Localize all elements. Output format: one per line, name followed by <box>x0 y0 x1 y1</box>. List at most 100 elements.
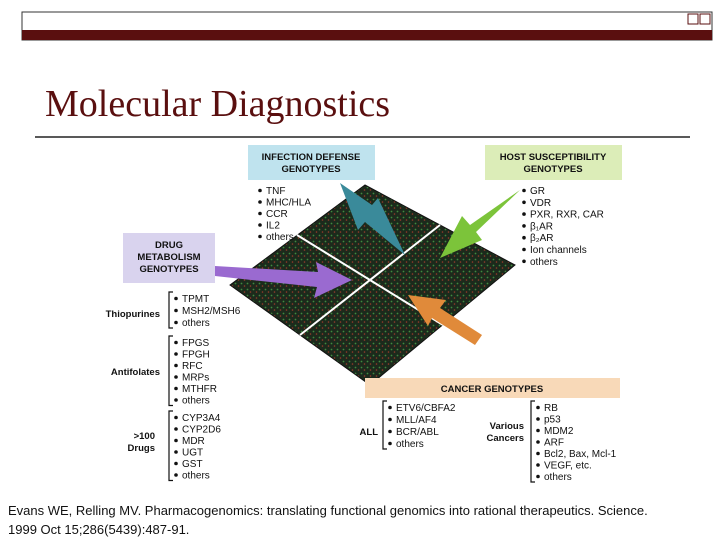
arrow <box>340 183 405 255</box>
list-item: ETV6/CBFA2 <box>396 403 456 414</box>
bullet <box>522 259 526 264</box>
bullet <box>536 417 540 421</box>
list-item: Bcl2, Bax, Mcl-1 <box>544 449 617 460</box>
square <box>699 13 711 25</box>
bullet <box>388 405 392 410</box>
square <box>687 13 699 25</box>
list-item: MDR <box>182 436 205 447</box>
bullet <box>522 212 526 216</box>
bullet <box>174 438 178 443</box>
title: Molecular Diagnostics <box>45 83 390 125</box>
list-item: GR <box>530 186 545 197</box>
bullet <box>174 320 178 325</box>
list-item: others <box>266 232 294 243</box>
list-item: VDR <box>530 198 551 209</box>
bullet <box>174 450 178 454</box>
bullet <box>536 474 540 479</box>
bullet <box>536 405 540 410</box>
bullet <box>388 417 392 422</box>
list-item: ARF <box>544 438 564 449</box>
bullet <box>536 440 540 444</box>
bullet <box>258 188 262 193</box>
box <box>485 145 622 180</box>
bullet <box>174 473 178 477</box>
list-item: MTHFR <box>182 384 217 395</box>
box-title: INFECTION DEFENSE <box>262 152 361 163</box>
citation: 1999 Oct 15;286(5439):487-91. <box>8 522 189 537</box>
list-item: UGT <box>182 448 203 459</box>
bullet <box>522 200 526 205</box>
bullet <box>522 188 526 193</box>
bullet <box>522 224 526 228</box>
group-label: Cancers <box>487 433 525 444</box>
arrow <box>408 295 482 345</box>
list-item: FPGS <box>182 338 210 349</box>
top-band <box>22 30 712 40</box>
list-item: PXR, RXR, CAR <box>530 210 604 221</box>
list-item: Ion channels <box>530 245 587 256</box>
list-item: IL2 <box>266 221 280 232</box>
bullet <box>258 200 262 204</box>
list-item: p53 <box>544 415 561 426</box>
box <box>248 145 375 180</box>
box <box>365 378 620 398</box>
list-item: others <box>396 439 424 450</box>
list-item: MHC/HLA <box>266 198 311 209</box>
box-title: GENOTYPES <box>139 264 198 275</box>
list-item: β₁AR <box>530 221 553 232</box>
brace <box>168 335 173 407</box>
brace <box>382 400 387 450</box>
bullet <box>258 211 262 216</box>
bullet <box>388 441 392 446</box>
group-label: Thiopurines <box>106 309 160 320</box>
bullet <box>174 398 178 402</box>
list-item: TNF <box>266 186 285 197</box>
bullet <box>388 429 392 434</box>
group-label: ALL <box>360 427 379 438</box>
bullet <box>174 427 178 431</box>
list-item: RFC <box>182 361 203 372</box>
list-item: VEGF, etc. <box>544 461 592 472</box>
brace <box>168 410 173 482</box>
list-item: others <box>182 396 210 407</box>
group-label: Drugs <box>128 443 155 454</box>
bullet <box>536 451 540 456</box>
group-label: Antifolates <box>111 367 160 378</box>
bullet <box>258 234 262 239</box>
box-title: HOST SUSCEPTIBILITY <box>500 152 607 163</box>
list-item: MSH2/MSH6 <box>182 306 241 317</box>
list-item: others <box>182 318 210 329</box>
group-label: Various <box>490 421 524 432</box>
list-item: RB <box>544 403 558 414</box>
list-item: MDM2 <box>544 426 574 437</box>
bullet <box>174 296 178 301</box>
brace <box>530 400 535 483</box>
bullet <box>174 352 178 356</box>
list-item: others <box>544 472 572 483</box>
box-title: DRUG <box>155 240 183 251</box>
divider <box>299 224 441 336</box>
box-title: METABOLISM <box>137 252 200 263</box>
list-item: TPMT <box>182 294 209 305</box>
list-item: CCR <box>266 209 288 220</box>
box-title: CANCER GENOTYPES <box>441 384 543 395</box>
bullet <box>174 363 178 368</box>
list-item: MLL/AF4 <box>396 415 437 426</box>
brace <box>168 291 173 329</box>
bullet <box>258 223 262 227</box>
list-item: others <box>182 471 210 482</box>
box-title: GENOTYPES <box>523 164 582 175</box>
bullet <box>174 340 178 345</box>
list-item: CYP3A4 <box>182 413 221 424</box>
list-item: MRPs <box>182 373 209 384</box>
list-item: FPGH <box>182 350 210 361</box>
list-item: CYP2D6 <box>182 425 221 436</box>
bullet <box>174 308 178 313</box>
list-item: BCR/ABL <box>396 427 439 438</box>
bullet <box>536 463 540 467</box>
bullet <box>174 386 178 391</box>
bullet <box>536 428 540 433</box>
